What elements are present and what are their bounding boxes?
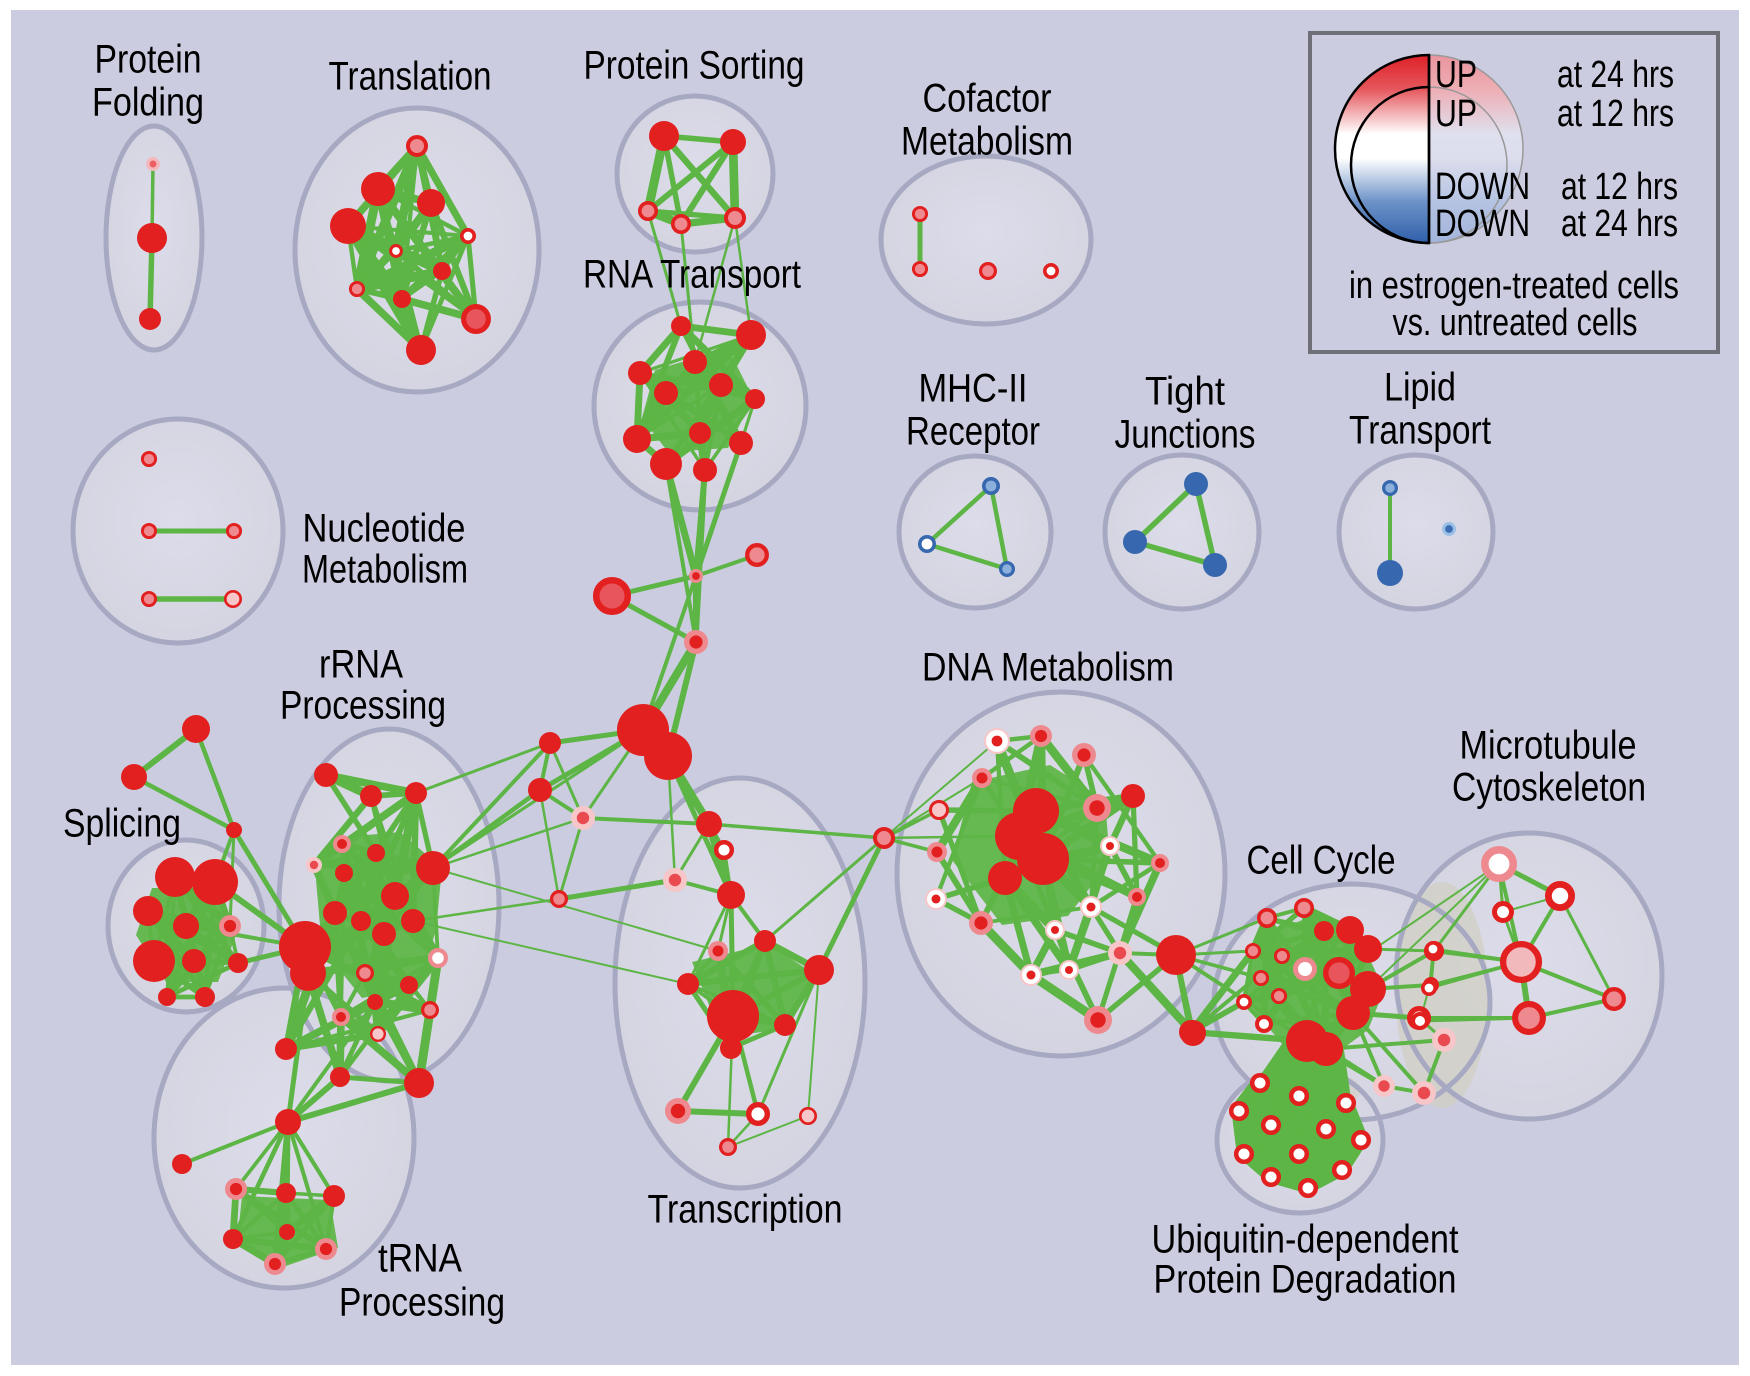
svg-text:at 24 hrs: at 24 hrs xyxy=(1561,203,1678,245)
svg-text:Transcription: Transcription xyxy=(648,1188,843,1232)
svg-text:MHC-II: MHC-II xyxy=(919,367,1028,411)
svg-text:Processing: Processing xyxy=(339,1281,505,1325)
svg-text:Protein: Protein xyxy=(95,38,202,82)
svg-text:Tight: Tight xyxy=(1145,370,1225,414)
svg-text:vs. untreated cells: vs. untreated cells xyxy=(1393,302,1638,344)
svg-text:in estrogen-treated cells: in estrogen-treated cells xyxy=(1349,265,1679,307)
svg-text:UP: UP xyxy=(1435,93,1477,135)
svg-text:Lipid: Lipid xyxy=(1384,366,1456,410)
svg-text:Ubiquitin-dependent: Ubiquitin-dependent xyxy=(1152,1218,1459,1262)
svg-text:Cell Cycle: Cell Cycle xyxy=(1247,839,1396,883)
svg-text:RNA Transport: RNA Transport xyxy=(583,253,801,297)
svg-text:Cytoskeleton: Cytoskeleton xyxy=(1452,766,1646,810)
svg-text:Metabolism: Metabolism xyxy=(302,548,468,592)
svg-text:Folding: Folding xyxy=(92,81,204,125)
svg-text:DOWN: DOWN xyxy=(1435,166,1530,208)
svg-text:Microtubule: Microtubule xyxy=(1460,724,1637,768)
svg-text:Translation: Translation xyxy=(329,55,492,99)
svg-text:Protein Degradation: Protein Degradation xyxy=(1154,1258,1457,1302)
svg-text:at 12 hrs: at 12 hrs xyxy=(1557,93,1674,135)
svg-text:Nucleotide: Nucleotide xyxy=(303,507,466,551)
svg-text:at 24 hrs: at 24 hrs xyxy=(1557,54,1674,96)
svg-text:Processing: Processing xyxy=(280,684,446,728)
svg-text:Metabolism: Metabolism xyxy=(901,120,1073,164)
svg-text:Cofactor: Cofactor xyxy=(923,77,1052,121)
svg-text:DNA Metabolism: DNA Metabolism xyxy=(922,646,1174,690)
svg-text:Receptor: Receptor xyxy=(906,410,1040,454)
svg-text:UP: UP xyxy=(1435,54,1477,96)
svg-text:DOWN: DOWN xyxy=(1435,203,1530,245)
svg-text:tRNA: tRNA xyxy=(378,1237,462,1281)
svg-text:Protein Sorting: Protein Sorting xyxy=(584,44,805,88)
svg-text:rRNA: rRNA xyxy=(319,643,403,687)
svg-text:Transport: Transport xyxy=(1349,409,1491,453)
svg-text:Splicing: Splicing xyxy=(63,802,181,846)
svg-text:at 12 hrs: at 12 hrs xyxy=(1561,166,1678,208)
svg-text:Junctions: Junctions xyxy=(1115,413,1256,457)
